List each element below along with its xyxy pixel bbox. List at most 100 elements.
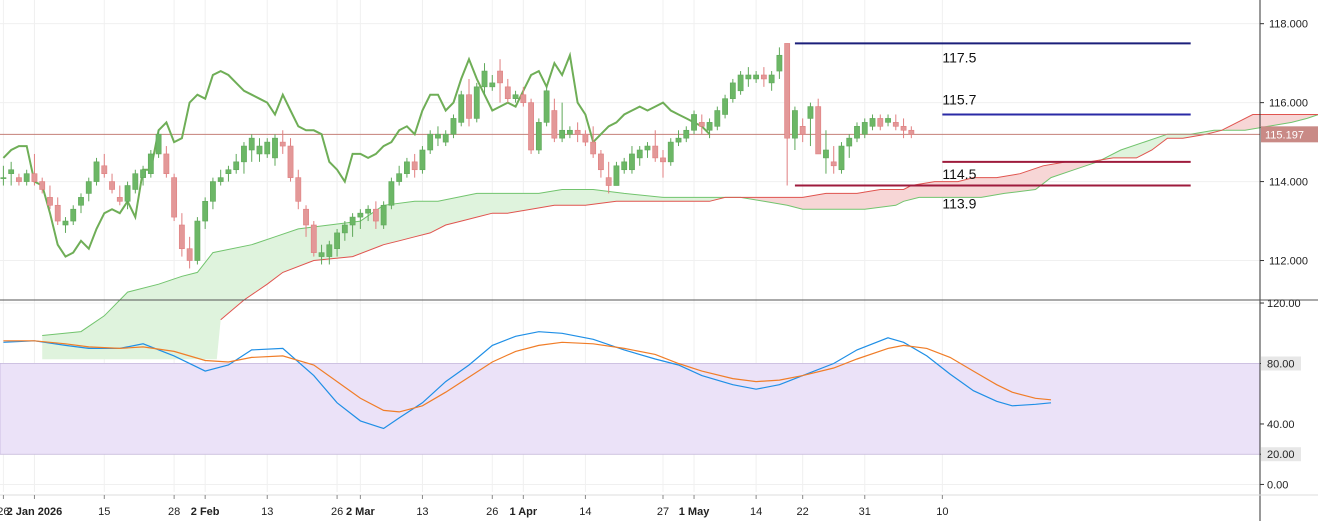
candle-body[interactable] bbox=[155, 133, 162, 155]
candle[interactable] bbox=[528, 98, 534, 154]
candle-body[interactable] bbox=[8, 169, 15, 174]
candle[interactable] bbox=[861, 118, 868, 139]
candle-body[interactable] bbox=[792, 110, 798, 139]
candle-body[interactable] bbox=[124, 185, 131, 202]
candle-body[interactable] bbox=[667, 141, 674, 163]
candle-body[interactable] bbox=[202, 201, 209, 222]
candle-body[interactable] bbox=[877, 118, 884, 127]
candle-body[interactable] bbox=[481, 70, 488, 88]
candle[interactable] bbox=[171, 173, 178, 222]
candle-body[interactable] bbox=[31, 173, 38, 182]
candle[interactable] bbox=[116, 185, 123, 206]
candle-body[interactable] bbox=[706, 122, 713, 131]
candle[interactable] bbox=[830, 146, 837, 174]
candle[interactable] bbox=[442, 130, 449, 147]
candle-body[interactable] bbox=[186, 248, 193, 261]
candle-body[interactable] bbox=[838, 145, 845, 171]
candle-body[interactable] bbox=[16, 177, 22, 182]
candle-body[interactable] bbox=[404, 161, 410, 174]
candle-body[interactable] bbox=[248, 137, 255, 151]
candle-body[interactable] bbox=[714, 110, 721, 127]
candle[interactable] bbox=[481, 63, 488, 95]
candle[interactable] bbox=[70, 205, 77, 225]
candle-body[interactable] bbox=[396, 173, 403, 182]
candle[interactable] bbox=[23, 169, 30, 186]
candle-body[interactable] bbox=[520, 94, 527, 103]
candle[interactable] bbox=[869, 114, 876, 131]
candle-body[interactable] bbox=[225, 169, 232, 174]
candle[interactable] bbox=[838, 142, 845, 174]
candlesticks[interactable] bbox=[0, 43, 915, 269]
candle-body[interactable] bbox=[310, 224, 317, 253]
candle[interactable] bbox=[885, 114, 891, 127]
candle-body[interactable] bbox=[729, 82, 736, 99]
candle-body[interactable] bbox=[78, 197, 84, 206]
candle-body[interactable] bbox=[272, 137, 278, 159]
candle[interactable] bbox=[132, 169, 139, 194]
candle[interactable] bbox=[652, 130, 659, 162]
candle[interactable] bbox=[388, 177, 395, 210]
candle-body[interactable] bbox=[768, 74, 775, 84]
candle-body[interactable] bbox=[551, 110, 558, 139]
candle-body[interactable] bbox=[466, 94, 472, 119]
candle[interactable] bbox=[217, 169, 224, 186]
candle[interactable] bbox=[629, 146, 635, 174]
candle[interactable] bbox=[792, 106, 798, 150]
candle[interactable] bbox=[295, 169, 302, 210]
candle[interactable] bbox=[256, 138, 263, 162]
candle-body[interactable] bbox=[349, 216, 356, 226]
candle-body[interactable] bbox=[737, 74, 744, 92]
candle[interactable] bbox=[396, 165, 403, 186]
candle[interactable] bbox=[47, 185, 53, 210]
candle[interactable] bbox=[559, 102, 566, 143]
candle[interactable] bbox=[660, 150, 666, 178]
candle-body[interactable] bbox=[23, 173, 30, 182]
candle[interactable] bbox=[318, 244, 325, 265]
candle-body[interactable] bbox=[598, 153, 604, 171]
candle[interactable] bbox=[279, 130, 286, 154]
candle[interactable] bbox=[512, 90, 519, 103]
candle[interactable] bbox=[380, 201, 387, 229]
candle-body[interactable] bbox=[807, 106, 814, 119]
candle[interactable] bbox=[535, 118, 542, 154]
candle-body[interactable] bbox=[543, 90, 550, 123]
candle-body[interactable] bbox=[450, 118, 457, 135]
candle[interactable] bbox=[644, 142, 651, 158]
candle-body[interactable] bbox=[334, 232, 340, 249]
candle[interactable] bbox=[846, 134, 853, 158]
candle-body[interactable] bbox=[62, 220, 69, 226]
candle-body[interactable] bbox=[279, 141, 286, 147]
candle[interactable] bbox=[566, 126, 573, 139]
candle-body[interactable] bbox=[636, 149, 643, 159]
candle-body[interactable] bbox=[908, 129, 915, 135]
candle-body[interactable] bbox=[458, 94, 465, 123]
candle[interactable] bbox=[341, 221, 348, 241]
candle-body[interactable] bbox=[326, 244, 333, 257]
candle-body[interactable] bbox=[287, 145, 294, 178]
candle[interactable] bbox=[225, 165, 232, 182]
candle[interactable] bbox=[877, 114, 884, 131]
candle[interactable] bbox=[62, 217, 69, 233]
candle[interactable] bbox=[147, 150, 154, 178]
candle-body[interactable] bbox=[861, 122, 868, 135]
candle-body[interactable] bbox=[660, 157, 666, 163]
candle[interactable] bbox=[667, 138, 674, 166]
candle-body[interactable] bbox=[535, 122, 542, 151]
candle[interactable] bbox=[551, 98, 558, 143]
candle-body[interactable] bbox=[217, 177, 224, 182]
candle[interactable] bbox=[489, 75, 496, 91]
candle[interactable] bbox=[241, 142, 247, 174]
candle[interactable] bbox=[264, 138, 271, 158]
candle[interactable] bbox=[178, 213, 185, 257]
candle[interactable] bbox=[768, 71, 775, 91]
candle[interactable] bbox=[326, 240, 333, 265]
candle-body[interactable] bbox=[846, 137, 853, 147]
candle[interactable] bbox=[372, 201, 379, 229]
candle[interactable] bbox=[155, 130, 162, 158]
candle[interactable] bbox=[613, 161, 620, 186]
candle[interactable] bbox=[784, 43, 791, 186]
candle[interactable] bbox=[287, 138, 294, 182]
candle-body[interactable] bbox=[722, 98, 728, 115]
candle[interactable] bbox=[109, 173, 115, 194]
